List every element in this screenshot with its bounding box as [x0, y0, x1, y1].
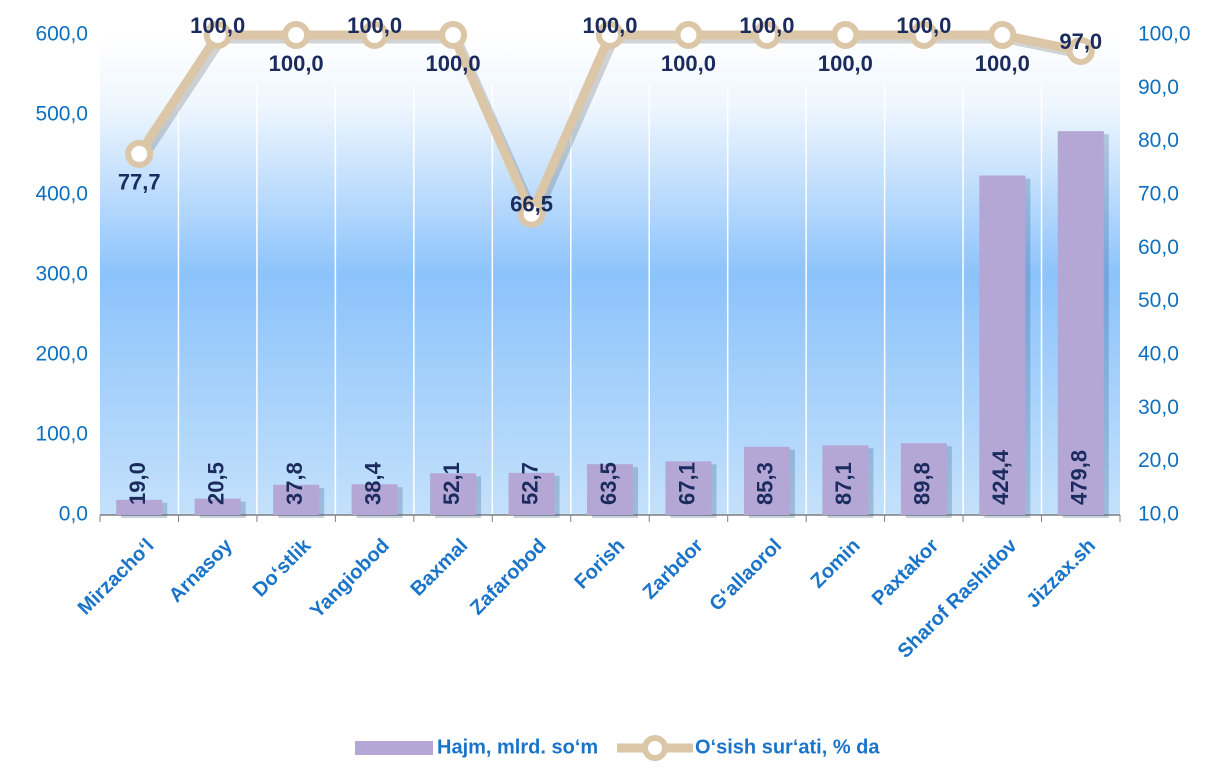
line-marker — [125, 139, 154, 168]
y2-tick-label: 40,0 — [1138, 343, 1179, 366]
y-tick-label: 500,0 — [35, 103, 88, 126]
line-marker — [203, 21, 232, 49]
data-label: 100,0 — [975, 51, 1030, 76]
bar — [351, 484, 398, 515]
x-tick-label: Mirzacho‘l — [74, 535, 159, 620]
bar — [194, 498, 241, 515]
data-label: 77,7 — [118, 170, 161, 195]
data-label: 19,0 — [125, 462, 150, 505]
bar — [900, 443, 947, 515]
bar — [979, 175, 1026, 516]
line-marker — [988, 21, 1017, 49]
y2-tick-label: 30,0 — [1138, 396, 1179, 419]
bar — [743, 446, 790, 515]
data-label: 100,0 — [739, 13, 794, 38]
data-label: 85,3 — [753, 462, 778, 505]
line-marker — [674, 21, 703, 49]
y2-tick-label: 10,0 — [1138, 503, 1179, 526]
y-tick-label: 200,0 — [35, 343, 88, 366]
line-marker — [360, 21, 389, 49]
legend-label: Hajm, mlrd. so‘m — [437, 736, 598, 758]
data-label: 52,1 — [439, 462, 464, 505]
data-label: 87,1 — [831, 462, 856, 505]
data-label: 424,4 — [988, 449, 1013, 505]
line-marker — [1066, 37, 1095, 65]
line-marker — [752, 21, 781, 49]
x-tick-label: Zarbdor — [639, 535, 708, 604]
data-label: 100,0 — [190, 13, 245, 38]
line-marker — [282, 21, 311, 49]
y-tick-label: 100,0 — [35, 423, 88, 446]
data-label: 66,5 — [510, 191, 553, 216]
bar — [508, 472, 555, 515]
data-label: 100,0 — [896, 13, 951, 38]
x-tick-label: Zomin — [807, 535, 865, 593]
bar — [665, 461, 712, 515]
x-tick-label: Arnasoy — [165, 534, 238, 607]
plot-background — [100, 35, 1120, 515]
data-label: 100,0 — [426, 51, 481, 76]
x-tick-label: Baxmal — [406, 535, 472, 601]
line-marker — [517, 199, 546, 228]
data-label: 67,1 — [674, 462, 699, 505]
y2-tick-label: 50,0 — [1138, 289, 1179, 312]
data-label: 479,8 — [1067, 450, 1092, 505]
bar — [116, 499, 163, 515]
x-tick-label: Jizzax.sh — [1022, 535, 1100, 613]
y-tick-label: 0,0 — [59, 503, 88, 526]
bar — [273, 484, 320, 515]
legend-marker — [642, 735, 668, 761]
y-tick-label: 600,0 — [35, 23, 88, 46]
data-label: 97,0 — [1059, 29, 1102, 54]
data-label: 100,0 — [269, 51, 324, 76]
data-label: 37,8 — [282, 462, 307, 505]
y-tick-label: 400,0 — [35, 183, 88, 206]
x-tick-label: Yangiobod — [306, 535, 394, 623]
y2-tick-label: 60,0 — [1138, 236, 1179, 259]
y2-tick-label: 100,0 — [1138, 23, 1191, 46]
data-label: 100,0 — [661, 51, 716, 76]
bar — [430, 473, 477, 515]
line-marker — [596, 21, 624, 49]
x-tick-label: Paxtakor — [868, 535, 943, 610]
y2-tick-label: 20,0 — [1138, 449, 1179, 472]
legend-swatch — [355, 741, 433, 755]
bar — [822, 445, 869, 515]
y-tick-label: 300,0 — [35, 263, 88, 286]
bar — [1057, 131, 1104, 515]
data-label: 100,0 — [582, 13, 637, 38]
x-tick-label: Zafarobod — [466, 535, 551, 620]
x-tick-label: Forish — [570, 535, 629, 594]
data-label: 89,8 — [910, 462, 935, 505]
data-label: 20,5 — [204, 462, 229, 505]
data-label: 100,0 — [347, 13, 402, 38]
data-label: 52,7 — [517, 462, 542, 505]
data-label: 100,0 — [818, 51, 873, 76]
x-tick-label: G‘allaorol — [705, 535, 786, 616]
line-marker — [439, 21, 468, 49]
bar — [587, 464, 633, 515]
y2-tick-label: 80,0 — [1138, 129, 1179, 152]
legend-label: O‘sish sur‘ati, % da — [695, 736, 880, 758]
x-tick-label: Do‘stlik — [249, 534, 316, 601]
y2-tick-label: 90,0 — [1138, 76, 1179, 99]
y2-tick-label: 70,0 — [1138, 183, 1179, 206]
data-label: 63,5 — [596, 462, 621, 505]
data-label: 38,4 — [360, 461, 385, 505]
line-marker — [909, 21, 938, 49]
line-marker — [831, 21, 860, 49]
